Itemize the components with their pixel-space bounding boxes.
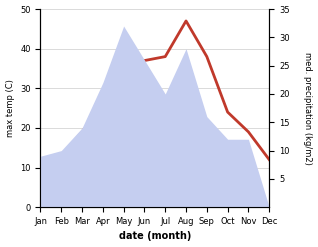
X-axis label: date (month): date (month) <box>119 231 191 242</box>
Y-axis label: med. precipitation (kg/m2): med. precipitation (kg/m2) <box>303 52 313 165</box>
Y-axis label: max temp (C): max temp (C) <box>5 79 15 137</box>
